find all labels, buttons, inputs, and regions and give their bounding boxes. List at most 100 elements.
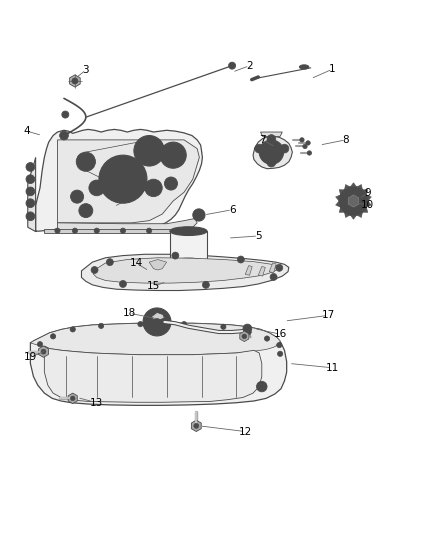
Circle shape	[26, 163, 35, 171]
Text: 11: 11	[326, 363, 339, 373]
Circle shape	[105, 161, 141, 198]
Text: 18: 18	[123, 308, 136, 318]
Text: 17: 17	[321, 310, 335, 320]
Circle shape	[307, 151, 311, 155]
Circle shape	[243, 324, 252, 333]
Circle shape	[99, 323, 104, 328]
Circle shape	[106, 259, 113, 265]
Polygon shape	[81, 254, 289, 290]
Bar	[170, 231, 207, 263]
Circle shape	[265, 336, 270, 341]
Circle shape	[255, 144, 264, 153]
Circle shape	[145, 179, 162, 197]
Circle shape	[112, 168, 134, 190]
Polygon shape	[345, 184, 350, 190]
Circle shape	[306, 141, 310, 145]
Circle shape	[60, 131, 68, 140]
Circle shape	[164, 177, 177, 190]
Polygon shape	[253, 136, 292, 169]
Circle shape	[79, 204, 93, 217]
Circle shape	[76, 152, 95, 171]
Polygon shape	[357, 184, 363, 190]
Circle shape	[165, 147, 181, 163]
Polygon shape	[348, 195, 359, 207]
Circle shape	[71, 396, 75, 401]
Text: 4: 4	[24, 126, 30, 136]
Circle shape	[99, 155, 147, 203]
Text: 9: 9	[364, 188, 371, 198]
Polygon shape	[363, 190, 368, 195]
Polygon shape	[149, 260, 166, 270]
Circle shape	[153, 318, 160, 326]
Circle shape	[345, 192, 362, 210]
Polygon shape	[350, 183, 357, 187]
Polygon shape	[68, 393, 77, 403]
Circle shape	[237, 256, 244, 263]
Circle shape	[72, 228, 78, 233]
Circle shape	[242, 334, 247, 338]
Polygon shape	[350, 215, 357, 220]
Circle shape	[280, 144, 289, 153]
Circle shape	[147, 228, 152, 233]
Polygon shape	[57, 219, 197, 231]
Polygon shape	[261, 132, 283, 136]
Circle shape	[71, 190, 84, 203]
Circle shape	[94, 228, 99, 233]
Text: 2: 2	[246, 61, 253, 71]
Circle shape	[303, 144, 307, 149]
Circle shape	[138, 321, 143, 327]
Circle shape	[37, 342, 42, 347]
Circle shape	[160, 142, 186, 168]
Polygon shape	[44, 346, 262, 402]
Circle shape	[300, 138, 304, 142]
Polygon shape	[339, 207, 345, 213]
Circle shape	[173, 228, 178, 233]
Polygon shape	[258, 266, 265, 276]
Ellipse shape	[179, 229, 198, 234]
Circle shape	[278, 351, 283, 357]
Bar	[44, 229, 201, 233]
Polygon shape	[245, 265, 252, 275]
Circle shape	[26, 212, 35, 221]
Circle shape	[268, 149, 275, 156]
Circle shape	[339, 187, 368, 215]
Circle shape	[89, 180, 105, 196]
Text: 7: 7	[259, 135, 266, 145]
Polygon shape	[345, 212, 350, 217]
Circle shape	[221, 324, 226, 329]
Polygon shape	[339, 190, 345, 195]
Circle shape	[70, 327, 75, 332]
Circle shape	[267, 158, 276, 167]
Polygon shape	[70, 75, 80, 87]
Circle shape	[202, 281, 209, 288]
Circle shape	[72, 78, 78, 84]
Circle shape	[26, 187, 35, 196]
Text: 13: 13	[90, 398, 103, 408]
Text: 5: 5	[255, 231, 261, 241]
Circle shape	[82, 207, 89, 214]
Polygon shape	[30, 323, 287, 405]
Circle shape	[91, 266, 98, 273]
Circle shape	[277, 343, 282, 348]
Circle shape	[148, 313, 166, 330]
Circle shape	[194, 423, 199, 429]
Ellipse shape	[170, 258, 207, 267]
Circle shape	[140, 141, 159, 160]
Circle shape	[193, 209, 205, 221]
Text: 1: 1	[329, 64, 336, 74]
Text: 14: 14	[129, 258, 143, 268]
Polygon shape	[336, 201, 340, 207]
Polygon shape	[191, 420, 201, 432]
Circle shape	[229, 62, 236, 69]
Polygon shape	[269, 263, 276, 272]
Polygon shape	[336, 195, 340, 201]
Polygon shape	[240, 331, 249, 342]
Text: 16: 16	[273, 329, 287, 339]
Polygon shape	[367, 201, 371, 207]
Circle shape	[145, 147, 153, 155]
Text: 3: 3	[82, 65, 89, 75]
Circle shape	[55, 228, 60, 233]
Circle shape	[134, 135, 164, 166]
Circle shape	[149, 183, 158, 192]
Circle shape	[349, 197, 358, 205]
